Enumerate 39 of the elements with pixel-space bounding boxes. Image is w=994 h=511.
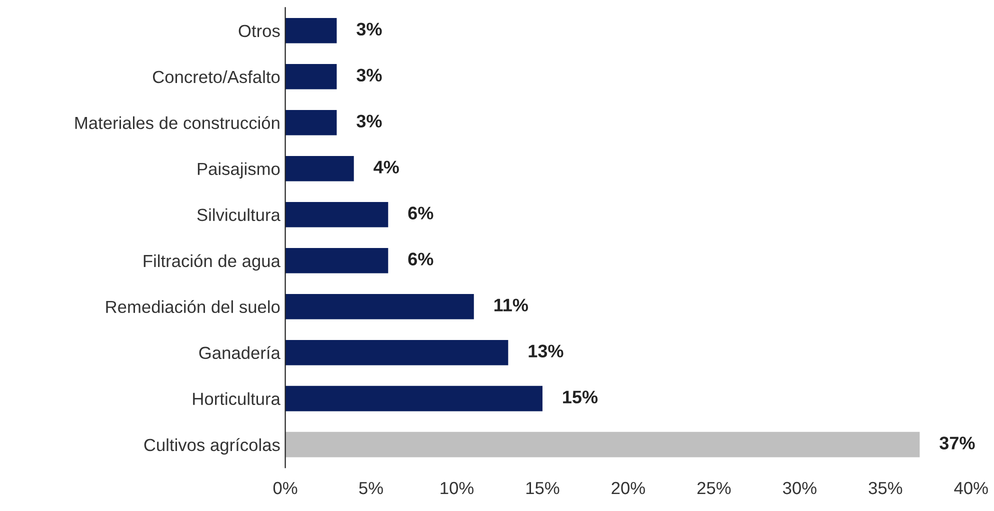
data-label: 13% bbox=[528, 344, 564, 358]
y-tick-label: Filtración de agua bbox=[144, 254, 280, 271]
y-tick-label: Horticultura bbox=[193, 392, 280, 406]
y-tick-label: Paisajismo bbox=[198, 162, 280, 179]
data-label: 11% bbox=[494, 298, 528, 312]
bar bbox=[285, 340, 508, 366]
x-tick-label: 25% bbox=[697, 482, 731, 494]
y-tick-label: Concreto/Asfalto bbox=[152, 70, 280, 84]
y-tick-label: Silvicultura bbox=[197, 208, 280, 222]
data-label: 4% bbox=[374, 160, 399, 174]
bar bbox=[285, 110, 337, 136]
bar bbox=[285, 64, 337, 90]
x-tick-label: 10% bbox=[440, 482, 474, 494]
data-label: 15% bbox=[563, 390, 598, 404]
x-tick-label: 40% bbox=[954, 482, 988, 494]
x-tick-label: 35% bbox=[868, 482, 902, 494]
bar bbox=[285, 18, 337, 44]
bar bbox=[285, 294, 474, 320]
y-tick-label: Remediación del suelo bbox=[106, 300, 280, 314]
data-label: 6% bbox=[408, 252, 434, 266]
bar bbox=[285, 248, 388, 274]
y-tick-label: Cultivos agrícolas bbox=[144, 438, 280, 455]
y-tick-label: Otros bbox=[238, 24, 280, 38]
x-tick-label: 15% bbox=[526, 482, 560, 494]
y-tick-label: Materiales de construcción bbox=[75, 116, 280, 130]
data-label: 3% bbox=[356, 114, 382, 128]
x-tick-label: 30% bbox=[782, 482, 816, 494]
bar bbox=[285, 156, 354, 182]
x-tick-label: 0% bbox=[273, 482, 298, 494]
y-tick-label: Ganadería bbox=[199, 346, 280, 360]
data-label: 3% bbox=[356, 68, 382, 82]
bar bbox=[285, 432, 920, 458]
bar bbox=[285, 386, 542, 412]
data-label: 37% bbox=[940, 436, 975, 450]
data-label: 3% bbox=[356, 22, 382, 36]
bar bbox=[285, 202, 388, 228]
data-label: 6% bbox=[408, 206, 434, 220]
x-tick-label: 5% bbox=[359, 482, 383, 494]
x-tick-label: 20% bbox=[612, 482, 645, 494]
